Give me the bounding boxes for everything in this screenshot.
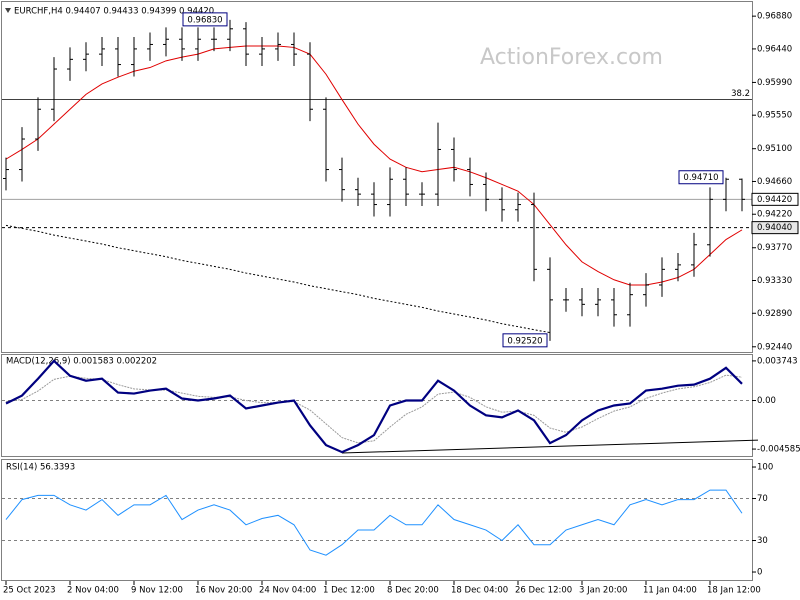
x-tick-label: 25 Oct 2023: [3, 586, 56, 596]
annotation-box: [678, 170, 724, 185]
y-tick-label: 0.94660: [757, 177, 792, 187]
annotation-box: [502, 333, 548, 348]
annotation-label: 0.92520: [507, 336, 542, 346]
price-marker-label: 0.94420: [757, 195, 792, 205]
x-tick-label: 8 Dec 20:00: [387, 586, 439, 596]
rsi-panel: [1, 459, 753, 581]
annotation-label: 0.96830: [187, 15, 222, 25]
moving-average: [5, 45, 743, 286]
x-tick-label: 18 Dec 04:00: [451, 586, 508, 596]
x-tick-label: 16 Nov 20:00: [195, 586, 252, 596]
y-tick-label: 30: [757, 536, 768, 546]
y-tick-label: 0.92440: [757, 342, 792, 352]
x-tick-label: 24 Nov 04:00: [259, 586, 316, 596]
watermark: ActionForex.com: [480, 45, 663, 70]
moving-average: [5, 224, 551, 334]
fib-label: 38.2: [731, 89, 750, 99]
y-tick-label: 0.95550: [757, 111, 792, 121]
main-panel: [1, 1, 753, 353]
y-tick-label: 0.00: [757, 396, 776, 406]
signal-line: [5, 374, 743, 444]
y-tick-label: 0.96880: [757, 12, 792, 22]
macd-panel: [1, 354, 753, 457]
price-marker-label: 0.94040: [757, 223, 792, 233]
rsi-line: [5, 489, 743, 556]
symbol-icon: [5, 8, 11, 13]
y-tick-label: 70: [757, 494, 768, 504]
x-tick-label: 18 Jan 12:00: [707, 586, 761, 596]
y-tick-label: 100: [757, 463, 773, 473]
price-marker-box: [751, 192, 799, 206]
y-tick-label: 0.003743: [757, 356, 798, 366]
trendline: [341, 439, 759, 454]
price-marker-box: [751, 221, 799, 235]
y-tick-label: 0.93770: [757, 243, 792, 253]
x-tick-label: 11 Jan 04:00: [643, 586, 697, 596]
y-tick-label: 0.95990: [757, 78, 792, 88]
y-tick-label: 0.95100: [757, 144, 792, 154]
y-tick-label: -0.004585: [757, 445, 800, 455]
annotation-label: 0.94710: [683, 173, 718, 183]
x-tick-label: 1 Dec 12:00: [323, 586, 375, 596]
y-tick-label: 0.94220: [757, 210, 792, 220]
macd-title: MACD(12,26,9) 0.001583 0.002202: [6, 357, 157, 367]
x-tick-label: 2 Nov 04:00: [67, 586, 119, 596]
main-title: EURCHF,H4 0.94407 0.94433 0.94399 0.9442…: [14, 7, 214, 17]
x-tick-label: 3 Jan 20:00: [579, 586, 627, 596]
y-tick-label: 0.93330: [757, 276, 792, 286]
rsi-title: RSI(14) 56.3393: [6, 463, 75, 473]
x-tick-label: 26 Dec 12:00: [515, 586, 572, 596]
y-tick-label: 0: [757, 568, 762, 578]
y-tick-label: 0.96440: [757, 44, 792, 54]
annotation-box: [182, 12, 228, 27]
y-tick-label: 0.92890: [757, 309, 792, 319]
x-tick-label: 9 Nov 12:00: [131, 586, 183, 596]
macd-line: [5, 359, 743, 454]
